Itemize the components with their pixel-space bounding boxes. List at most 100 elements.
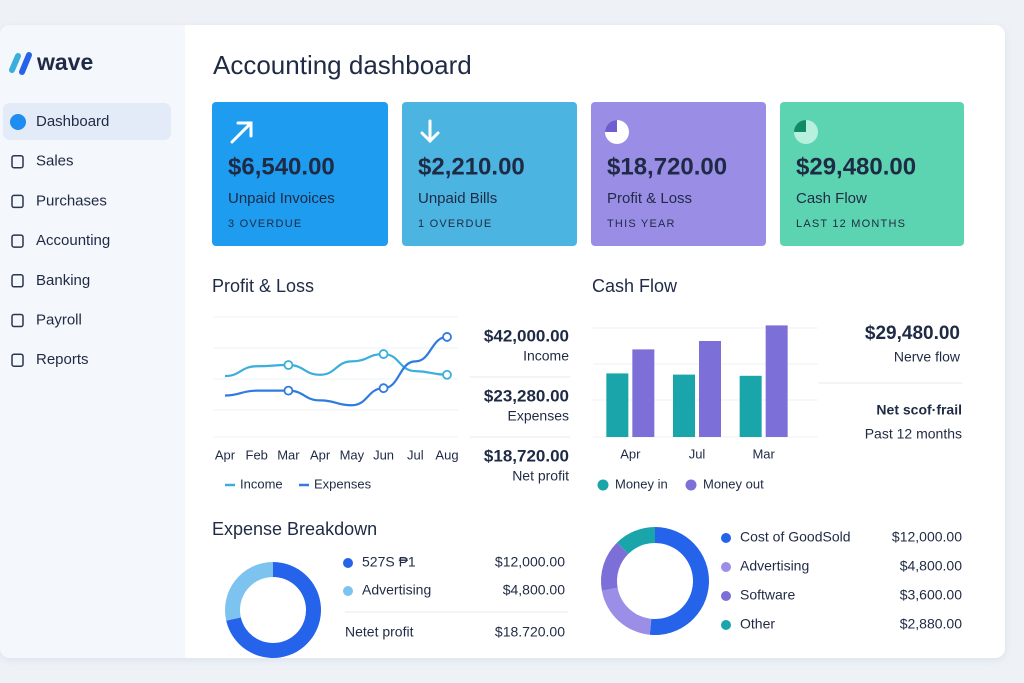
logo-mark	[9, 53, 21, 73]
x-tick-label: Apr	[215, 447, 236, 462]
legend-label: Other	[740, 616, 775, 632]
nav-icon	[11, 313, 24, 328]
legend-label: Income	[240, 476, 283, 491]
legend-swatch	[343, 558, 353, 568]
nav-item[interactable]: Reports	[11, 351, 89, 368]
app: wave Accounting dashboard Dashboard Sales P…	[0, 25, 964, 658]
card-icon	[420, 119, 440, 144]
summary-amount: $29,480.00	[865, 323, 960, 344]
card-amount: $6,540.00	[228, 153, 335, 180]
card-label: Unpaid Bills	[418, 190, 497, 207]
legend-swatch	[685, 479, 697, 491]
x-tick-label: Apr	[620, 446, 641, 461]
separators	[345, 376, 962, 613]
line-series	[224, 352, 448, 378]
legend-value: $4,800.00	[503, 582, 565, 598]
nav-label: Payroll	[36, 311, 82, 328]
summary-label: Past 12 months	[865, 426, 962, 442]
summary-label: Expenses	[508, 408, 569, 424]
legend-label: Money out	[703, 476, 764, 491]
bar	[699, 341, 721, 437]
card-label: Unpaid Invoices	[228, 190, 335, 207]
nav-item[interactable]: Banking	[11, 272, 90, 289]
x-tick-label: Apr	[310, 447, 331, 462]
nav-icon	[10, 114, 26, 130]
summary-card[interactable]: $2,210.00 Unpaid Bills 1 OVERDUE	[402, 102, 577, 246]
card-label: Cash Flow	[796, 190, 867, 207]
page-title: Accounting dashboard	[213, 50, 472, 80]
nav-label: Purchases	[36, 192, 107, 209]
summary-amount: $23,280.00	[484, 386, 569, 405]
point-marker	[283, 385, 294, 396]
legend-value: $12,000.00	[495, 554, 565, 570]
donut-segment	[601, 542, 629, 591]
donut-segment	[601, 587, 652, 635]
legend-value: $3,600.00	[900, 587, 962, 603]
summary-label: Net profit	[512, 468, 569, 484]
summary-card[interactable]: $6,540.00 Unpaid Invoices 3 OVERDUE	[212, 102, 388, 246]
legend-value: $4,800.00	[900, 558, 962, 574]
point-marker	[442, 369, 452, 380]
point-marker	[442, 332, 452, 342]
donut-segment	[225, 562, 273, 621]
x-tick-label: Jun	[373, 447, 394, 462]
card-icon	[794, 120, 806, 132]
nav-label: Banking	[36, 272, 90, 289]
bar	[673, 374, 695, 437]
card-bg	[402, 102, 577, 246]
nav-item[interactable]: Accounting	[11, 232, 110, 249]
legend-label: Advertising	[740, 558, 809, 574]
legend-swatch	[721, 533, 731, 543]
legend-label: Cost of GoodSold	[740, 529, 851, 545]
card-icon	[605, 120, 617, 132]
section-title: Cash Flow	[592, 276, 678, 296]
bar	[606, 373, 629, 437]
nav-item[interactable]: Payroll	[11, 311, 82, 328]
nav-active-bg	[3, 103, 171, 140]
summary-card[interactable]: $18,720.00 Profit & Loss THIS YEAR	[591, 102, 766, 246]
legend-value: $2,880.00	[900, 616, 962, 632]
legend-label: 527S ₱1	[362, 554, 416, 570]
legend-swatch	[597, 479, 609, 491]
donut-segment	[226, 562, 321, 658]
legend-swatch	[721, 562, 731, 572]
section-title: Expense Breakdown	[212, 519, 377, 539]
point-marker	[283, 360, 294, 370]
card-amount: $2,210.00	[418, 153, 525, 180]
card-note: THIS YEAR	[607, 218, 676, 230]
card-amount: $29,480.00	[796, 153, 916, 180]
summary-amount: $18,720.00	[484, 446, 569, 465]
card-note: 1 OVERDUE	[418, 218, 492, 230]
nav-label: Reports	[36, 351, 89, 368]
nav-icon	[11, 234, 24, 248]
logo-mark	[19, 52, 32, 75]
legend-swatch	[721, 591, 731, 601]
legend-label: Expenses	[314, 476, 372, 491]
x-tick-label: Mar	[277, 447, 300, 462]
nav-icon	[11, 353, 24, 367]
summary-label: Income	[523, 348, 569, 364]
legend-swatch	[721, 620, 731, 630]
x-tick-label: Jul	[407, 447, 424, 462]
card-amount: $18,720.00	[607, 153, 727, 180]
donut-segment	[617, 527, 655, 554]
card-note: LAST 12 MONTHS	[796, 218, 906, 230]
section-title: Profit & Loss	[212, 276, 314, 296]
legend-label: Advertising	[362, 582, 431, 598]
x-tick-label: Aug	[435, 447, 458, 462]
card-bg	[591, 102, 766, 246]
summary-label: Nerve flow	[894, 349, 961, 365]
nav-item[interactable]: Dashboard	[10, 113, 109, 130]
x-tick-label: May	[340, 447, 365, 462]
nav-item[interactable]: Sales	[11, 153, 74, 170]
card-bg	[212, 102, 388, 246]
x-tick-label: Jul	[689, 446, 706, 461]
donut-segment	[649, 527, 710, 635]
summary-card[interactable]: $29,480.00 Cash Flow LAST 12 MONTHS	[780, 102, 964, 246]
nav-item[interactable]: Purchases	[11, 192, 107, 209]
total-amount: $18.720.00	[495, 624, 565, 640]
total-label: Netet profit	[345, 624, 414, 640]
nav-icon	[11, 154, 24, 169]
